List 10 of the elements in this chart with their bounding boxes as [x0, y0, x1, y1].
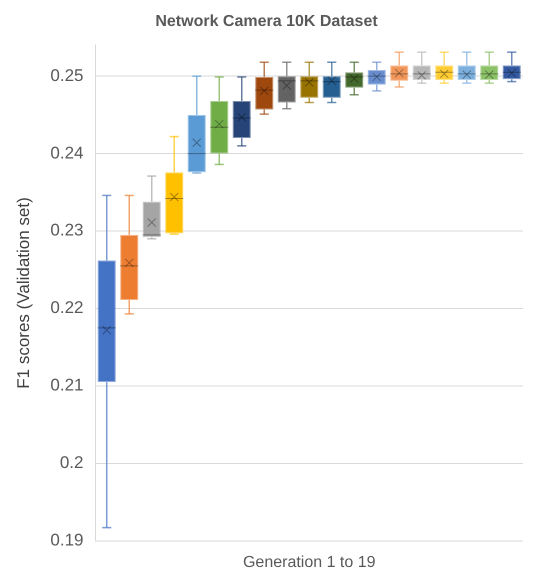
x-axis-title: Generation 1 to 19	[242, 554, 376, 571]
y-tick-label: 0.2	[60, 453, 84, 472]
y-axis-title: F1 scores (Validation set)	[14, 197, 33, 389]
y-tick-label: 0.25	[50, 66, 84, 85]
chart-title: Network Camera 10K Dataset	[155, 13, 378, 30]
y-tick-label: 0.24	[50, 143, 84, 162]
y-tick-label: 0.21	[50, 376, 84, 395]
y-tick-label: 0.23	[50, 220, 84, 240]
y-tick-label: 0.19	[50, 530, 84, 550]
y-tick-label: 0.22	[50, 298, 84, 318]
